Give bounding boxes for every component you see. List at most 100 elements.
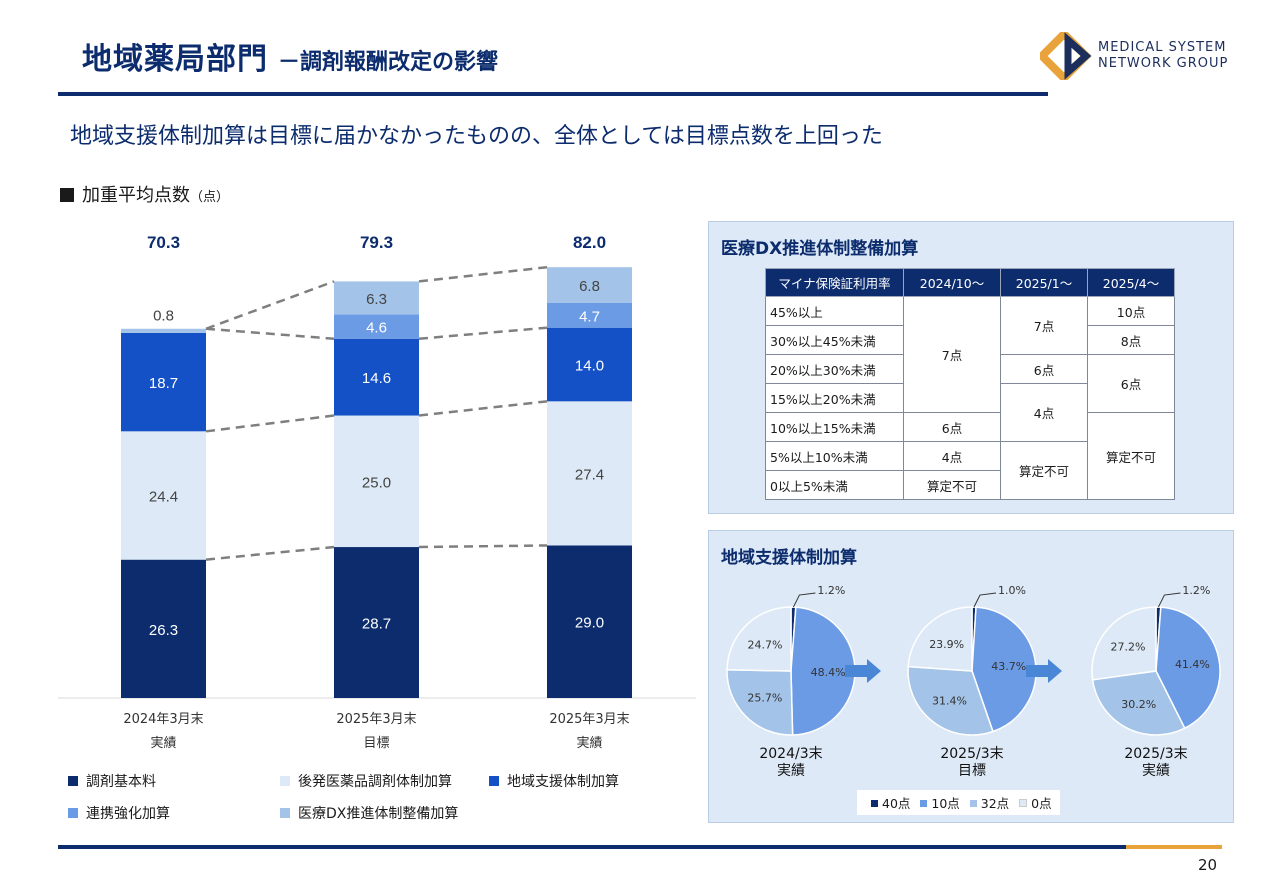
title-underline [58, 92, 1048, 96]
legend-label: 地域支援体制加算 [507, 774, 619, 790]
bar-segment [121, 332, 206, 432]
bar-segment [334, 338, 419, 416]
trend-connector [205, 327, 335, 340]
table-cell: 6点 [1087, 354, 1175, 413]
table-row: 45%以上 7点 7点 10点 [765, 296, 1175, 413]
table-cell: 算定不可 [1087, 412, 1175, 500]
pie-legend-item: 40点 [865, 796, 910, 811]
trend-connector [418, 265, 548, 283]
section-unit: （点） [190, 190, 230, 205]
table-header: 2025/1～ [1000, 268, 1088, 297]
pie-slice [726, 669, 794, 736]
page-number: 20 [1198, 856, 1218, 874]
pie-legend-item: 32点 [964, 796, 1009, 811]
x-tick-label: 2025年3月末 [336, 712, 416, 727]
legend-swatch [280, 776, 290, 786]
bar-data-label: 29.0 [575, 615, 604, 632]
legend-item-regional: 地域支援体制加算 [489, 771, 619, 791]
bar-segment [121, 328, 206, 333]
headline: 地域支援体制加算は目標に届かなかったものの、全体としては目標点数を上回った [70, 124, 883, 149]
bar-segment [334, 314, 419, 339]
table-cell: 6点 [1000, 354, 1088, 384]
table-cell: 6点 [903, 412, 1001, 442]
legend-label: 10点 [931, 796, 960, 811]
bar-segment [547, 401, 632, 546]
table-header: 2024/10～ [903, 268, 1001, 297]
section-heading: 加重平均点数（点） [60, 181, 229, 207]
trend-connector [418, 400, 548, 417]
trend-connector [205, 414, 335, 433]
pie-caption: 目標 [958, 763, 986, 779]
pie-slice [726, 606, 792, 672]
dx-panel: 医療DX推進体制整備加算 マイナ保険証利用率 2024/10～ 2025/1～ … [708, 221, 1234, 514]
legend-swatch [871, 800, 878, 807]
trend-connector [205, 545, 335, 561]
legend-label: 32点 [980, 796, 1010, 811]
pie-panel: 地域支援体制加算 1.2% 48.4% 25.7% 24.7% 2024/3末 実績 1.0… [708, 530, 1234, 823]
legend-item-cooperation: 連携強化加算 [68, 803, 170, 823]
bar-data-label: 25.0 [362, 474, 391, 491]
table-cell: 10%以上15%未満 [765, 412, 904, 442]
x-tick-label: 2025年3月末 [549, 712, 629, 727]
pie-data-label: 43.7% [991, 660, 1026, 673]
section-label: 加重平均点数 [82, 185, 190, 206]
bar-segment [547, 327, 632, 402]
legend-label: 調剤基本料 [86, 774, 156, 790]
pie-data-label: 27.2% [1111, 641, 1146, 654]
bar-data-label: 4.6 [366, 320, 387, 337]
bar-segment [121, 559, 206, 698]
pie-slice [971, 606, 1037, 733]
table-header: マイナ保険証利用率 [765, 268, 904, 297]
legend-swatch [68, 776, 78, 786]
table-cell: 20%以上30%未満 [765, 354, 904, 384]
table-cell: 算定不可 [903, 470, 1001, 500]
bar-total-label: 70.3 [147, 233, 180, 252]
table-cell: 7点 [903, 296, 1001, 413]
trend-connector [205, 280, 335, 330]
page-title: 地域薬局部門 －調剤報酬改定の影響 [82, 34, 498, 78]
pie-data-label: 1.0% [998, 584, 1026, 597]
footer-accent [1126, 845, 1222, 849]
pie-slice [907, 606, 973, 672]
table-cell: 30%以上45%未満 [765, 325, 904, 355]
bar-data-label: 4.7 [579, 308, 600, 325]
bar-data-label: 6.3 [366, 291, 387, 308]
table-cell: 15%以上20%未満 [765, 383, 904, 413]
table-cell: 4点 [1000, 383, 1088, 442]
table-cell: 45%以上 [765, 296, 904, 326]
bar-data-label: 6.8 [579, 278, 600, 295]
pie-data-label: 48.4% [811, 666, 846, 679]
page-subtitle: －調剤報酬改定の影響 [278, 50, 499, 75]
bar-segment [334, 281, 419, 315]
company-logo: MEDICAL SYSTEM NETWORK GROUP [1036, 28, 1240, 84]
table-header-row: マイナ保険証利用率 2024/10～ 2025/1～ 2025/4～ [765, 268, 1175, 297]
pie-leader-line [792, 592, 816, 608]
legend-label: 0点 [1031, 796, 1052, 811]
pie-slice [1091, 670, 1186, 736]
pie-caption: 2025/3末 [1124, 746, 1187, 762]
bar-total-label: 82.0 [573, 233, 606, 252]
table-cell: 8点 [1087, 325, 1175, 355]
pie-slice [1091, 606, 1157, 681]
legend-swatch [280, 808, 290, 818]
legend-label: 医療DX推進体制整備加算 [298, 806, 459, 822]
pie-slice [907, 665, 994, 736]
pie-data-label: 1.2% [817, 584, 845, 597]
x-tick-label: 目標 [363, 736, 389, 751]
pie-caption: 2025/3末 [940, 746, 1003, 762]
bar-data-label: 27.4 [575, 466, 604, 483]
pie-data-label: 30.2% [1121, 698, 1156, 711]
x-tick-label: 2024年3月末 [123, 712, 203, 727]
bar-data-label: 14.6 [362, 370, 391, 387]
x-tick-label: 実績 [150, 735, 176, 751]
legend-label: 連携強化加算 [86, 806, 170, 822]
trend-connector [418, 326, 548, 340]
table-row: 10%以上15%未満 6点 算定不可 [765, 412, 1175, 500]
pie-legend: 40点 10点 32点 0点 [857, 790, 1060, 815]
bar-segment [547, 267, 632, 303]
pie-data-label: 31.4% [932, 694, 967, 707]
right-arrow-icon [845, 659, 881, 683]
legend-swatch [489, 776, 499, 786]
